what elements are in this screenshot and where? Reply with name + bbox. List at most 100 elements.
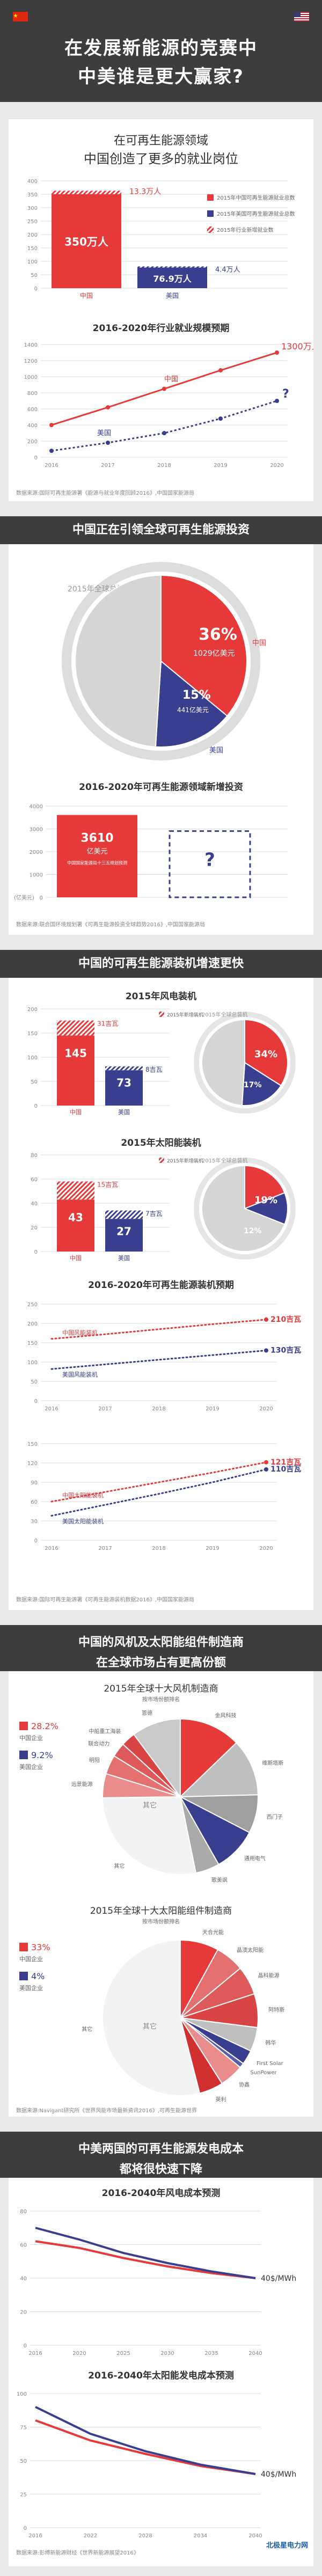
us-jobs-line	[51, 400, 277, 452]
cap-line-solar-ytick: 60	[31, 1499, 38, 1505]
jobs-legend-swatch	[207, 226, 214, 233]
cap-wind-china-new-label: 31吉瓦	[97, 1020, 118, 1028]
jobs-title-line2: 中国创造了更多的就业岗位	[84, 151, 238, 166]
mf-wind-us-label: 美国企业	[19, 1763, 43, 1770]
cap-wind-us-total-bar	[105, 1070, 143, 1106]
mf-solar-us-swatch	[19, 1972, 28, 1980]
cap-solar-ring	[194, 1158, 296, 1260]
solar-cost-title: 2016-2040年太阳能发电成本预测	[88, 2370, 234, 2381]
capacity-forecast-title: 2016-2020年可再生能源装机预期	[88, 1280, 234, 1291]
invest-us-bar-placeholder	[169, 830, 251, 898]
jobs-line-xtick: 2017	[101, 463, 114, 469]
cap-wind-china-axis: 中国	[70, 1109, 82, 1116]
cap-solar-china-new-bar	[57, 1181, 94, 1200]
cap-wind-us-value: 73	[116, 1076, 131, 1089]
mf-wind-maker-label: 联合动力	[88, 1740, 109, 1747]
jobs-bar-ytick: 250	[27, 219, 38, 225]
invest-banner: 中国正在引领全球可再生能源投资	[0, 516, 322, 544]
invest-bar-ytick: 4000	[30, 804, 43, 810]
mf-solar-cn-swatch	[19, 1943, 28, 1951]
china-jobs-point	[275, 350, 279, 355]
cap-line-wind-end-point	[264, 1348, 268, 1353]
mf-wind-maker-label: 恩德	[142, 1709, 152, 1716]
cap-line-wind-xtick: 2020	[259, 1406, 273, 1412]
mf-wind-maker-label: 明阳	[89, 1758, 100, 1764]
mf-wind-maker-label: 其它	[114, 1862, 125, 1869]
cap-solar-china-total-bar	[57, 1199, 94, 1252]
cap-wind-pct-china: 34%	[254, 1049, 277, 1060]
invest-slice	[155, 660, 228, 748]
cost-wind-end-label: 40$/MWh	[261, 2274, 296, 2283]
solar-forecast-chart: 0 30 60 90 120 150 2016 2017 2018 2019 2020 中国太阳能装机…	[27, 1441, 301, 1552]
manufacture-banner-line1: 中国的风机及太阳能组件制造商	[78, 1636, 244, 1649]
invest-source: 数据来源:联合国环境规划署《可再生能源投资全球趋势2016》,中国国家能源局	[16, 922, 205, 928]
china-jobs-bar	[52, 194, 121, 288]
mf-solar-other-label: 其它	[143, 2022, 157, 2031]
jobs-line-ytick: 0	[34, 455, 38, 461]
mf-wind-maker-label: 中船重工海装	[89, 1728, 121, 1735]
mf-wind-maker-label: 远景能源	[71, 1781, 93, 1788]
mf-wind-maker-label: 金风科技	[215, 1712, 237, 1719]
cap-line-solar-ytick: 0	[34, 1538, 38, 1544]
cap-wind-ring	[194, 1012, 296, 1114]
jobs-legend-label: 2015年美国可再生能源就业总数	[217, 210, 295, 217]
cap-line-solar-series-label: 中国太阳能装机	[62, 1491, 104, 1499]
cost-wind-xtick: 2025	[116, 2351, 130, 2357]
cap-solar-slice	[201, 1165, 286, 1252]
invest-china-label: 中国	[252, 639, 266, 647]
cost-solar-us-line	[35, 2406, 256, 2475]
mf-wind-slice	[101, 1796, 197, 1875]
mf-solar-us-pct: 4%	[31, 1971, 45, 1981]
cost-wind-ytick: 20	[20, 2310, 27, 2316]
invest-card: 中国正在引领全球可再生能源投资 2015年全球总投资 36% 1029亿美元 15% 4…	[0, 516, 322, 935]
jobs-legend-swatch	[207, 210, 214, 217]
cap-line-wind-ytick: 0	[34, 1399, 38, 1404]
invest-bar-ytick: 0	[40, 895, 43, 901]
header-title-line1: 在发展新能源的竞赛中	[64, 38, 258, 59]
cap-wind-us-new-bar	[105, 1066, 143, 1071]
cap-wind-ytick: 0	[34, 1103, 38, 1109]
wind-maker-subtitle: 按市场份额排名	[142, 1697, 180, 1703]
mf-wind-slice	[133, 1718, 181, 1799]
jobs-bar-ytick: 0	[34, 286, 38, 292]
jobs-legend-label: 2015年行业新增就业数	[217, 226, 273, 233]
mf-wind-other-label: 其它	[143, 1801, 157, 1810]
wind-cost-title: 2016-2040年风电成本预测	[101, 2188, 221, 2199]
invest-bar-ytick: 3000	[30, 827, 43, 833]
cap-line-wind-xtick: 2018	[152, 1406, 165, 1412]
jobs-bar-ytick: 100	[27, 259, 38, 265]
jobs-line-ytick: 1400	[24, 342, 38, 348]
us-flag-icon	[294, 12, 309, 21]
jobs-line-xtick: 2019	[214, 463, 227, 469]
cap-solar-pct-china: 19%	[254, 1195, 277, 1206]
cost-solar-end-label: 40$/MWh	[261, 2470, 296, 2479]
cap-solar-us-new-label: 7吉瓦	[145, 1210, 163, 1218]
cost-banner: 中美两国的可再生能源发电成本 都将很快速下降	[0, 2132, 322, 2178]
invest-bar-ytick: 2000	[30, 850, 43, 855]
cap-line-solar-ytick: 150	[27, 1441, 38, 1447]
cap-line-solar-end-label: 121吉瓦	[270, 1458, 301, 1467]
us-forecast-question: ?	[282, 387, 289, 401]
cost-wind-xtick: 2040	[248, 2351, 262, 2357]
invest-us-pct: 15%	[182, 689, 211, 702]
cap-line-solar-xtick: 2018	[152, 1546, 165, 1552]
capacity-card: 中国的可再生能源装机增速更快 2015年风电装机 0 50 100 150 200 145…	[0, 950, 322, 1610]
header-title-line2: 中美谁是更大赢家?	[78, 66, 244, 87]
wind-maker-title: 2015年全球十大风机制造商	[104, 1684, 218, 1694]
cost-solar-xtick: 2028	[138, 2533, 152, 2539]
cap-wind-ytick: 100	[27, 1055, 38, 1061]
jobs-bar-ytick: 300	[27, 206, 38, 211]
cap-solar-ytick: 0	[34, 1249, 38, 1255]
cap-line-wind-ytick: 100	[27, 1360, 38, 1366]
jobs-line-xtick: 2016	[45, 463, 58, 469]
china-flag-icon	[13, 12, 28, 21]
watermark: 北极星电力网	[266, 2542, 308, 2550]
mf-solar-slice	[102, 1939, 201, 2096]
manufacture-banner: 中国的风机及太阳能组件制造商 在全球市场占有更高份额	[0, 1625, 322, 1671]
cost-solar-ytick: 75	[20, 2425, 27, 2431]
header-banner: 在发展新能源的竞赛中 中美谁是更大赢家?	[0, 0, 322, 102]
invest-bar-ytick: 1000	[30, 873, 43, 879]
wind-capacity-title: 2015年风电装机	[125, 991, 197, 1002]
